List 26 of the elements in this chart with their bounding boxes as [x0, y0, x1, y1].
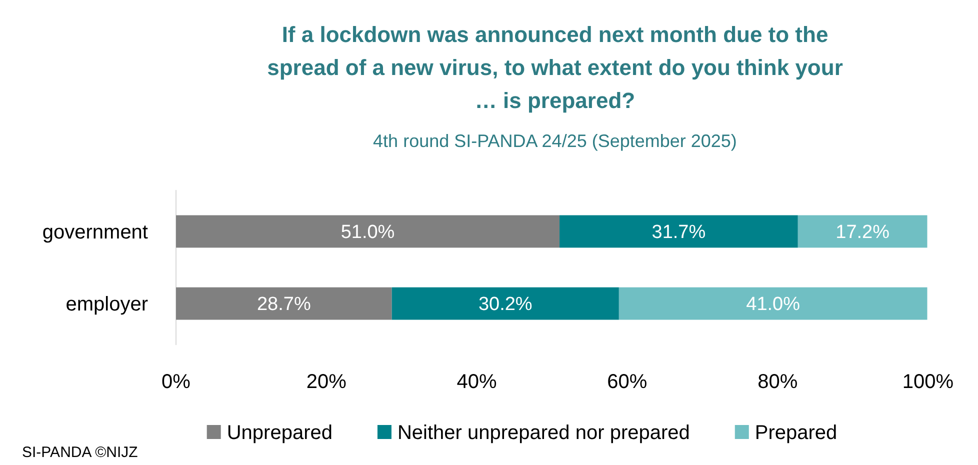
bar: [392, 287, 619, 320]
bar: [176, 215, 560, 248]
bar: [176, 287, 392, 320]
x-tick-label: 60%: [607, 371, 648, 393]
y-tick-label: government: [42, 221, 148, 244]
x-tick-label: 0%: [162, 371, 191, 393]
bar: [618, 287, 928, 320]
y-tick-label: employer: [66, 294, 148, 316]
bar: [560, 215, 798, 248]
bar: [798, 215, 928, 248]
chart-subtitle: 4th round SI-PANDA 24/25 (September 2025): [373, 131, 737, 151]
x-tick-label: 80%: [758, 371, 798, 393]
text: SI-PANDA ©NIJZ: [22, 444, 138, 461]
data-label: 17.2%: [836, 222, 890, 244]
data-label: 41.0%: [746, 294, 800, 316]
data-label: 30.2%: [478, 294, 532, 316]
legend-label: Prepared: [754, 422, 838, 444]
legend-label: Unprepared: [226, 422, 332, 444]
x-tick-label: 100%: [902, 371, 954, 393]
x-tick-label: 20%: [306, 371, 347, 393]
chart-title: If a lockdown was announced next month due to the spread of a new virus, to what extent do you think your … is prepared?: [267, 22, 844, 113]
data-label: 31.7%: [652, 222, 706, 244]
data-label: 51.0%: [340, 222, 395, 244]
data-label: 28.7%: [256, 294, 311, 316]
x-tick-label: 40%: [456, 371, 498, 393]
legend-label: Neither unprepared nor prepared: [397, 422, 690, 444]
